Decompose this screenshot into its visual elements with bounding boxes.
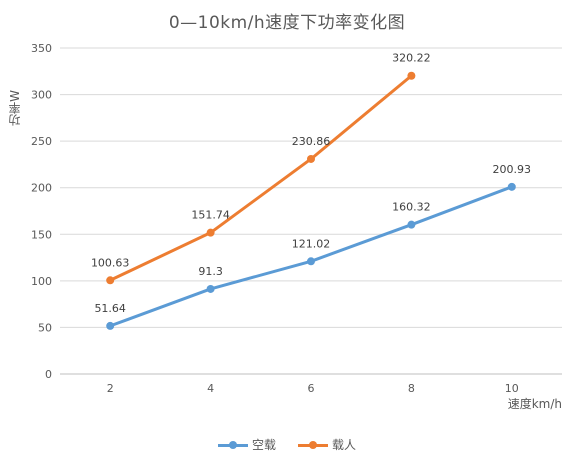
y-tick-label: 150 (31, 228, 52, 241)
y-tick-label: 350 (31, 42, 52, 55)
data-point (206, 284, 215, 293)
data-point (307, 154, 315, 163)
x-tick-label: 4 (207, 382, 214, 395)
x-tick-label: 2 (107, 382, 114, 395)
data-label: 51.64 (94, 302, 126, 315)
legend-label-empty-load: 空载 (251, 438, 276, 452)
data-label: 160.32 (392, 201, 431, 214)
y-tick-label: 50 (38, 321, 52, 334)
y-tick-label: 100 (31, 275, 52, 288)
data-point (206, 228, 215, 237)
data-label: 121.02 (292, 237, 331, 250)
y-tick-label: 0 (45, 368, 52, 381)
data-point (407, 220, 416, 229)
series-line-0 (108, 185, 514, 328)
x-tick-label: 6 (308, 382, 315, 395)
x-axis-label: 速度km/h (507, 397, 562, 411)
data-label: 200.93 (493, 163, 532, 176)
data-point (106, 321, 115, 330)
y-axis-label: 功率W (8, 90, 22, 126)
legend-swatch-loaded (298, 440, 328, 450)
data-label: 320.22 (392, 52, 431, 65)
chart-title: 0—10km/h速度下功率变化图 (168, 13, 406, 33)
data-point (106, 276, 115, 285)
data-label: 151.74 (191, 209, 230, 222)
y-tick-label: 200 (31, 182, 52, 195)
y-tick-label: 250 (31, 135, 52, 148)
data-point (407, 71, 416, 80)
legend-item-empty-load: 空载 (217, 436, 276, 453)
x-tick-label: 10 (505, 382, 519, 395)
legend-swatch-empty-load (217, 440, 248, 450)
y-tick-label: 300 (31, 89, 52, 102)
data-point (307, 257, 315, 266)
series-line-1 (108, 74, 413, 282)
data-point (507, 182, 516, 191)
legend-label-loaded: 载人 (332, 438, 357, 452)
legend-item-loaded: 载人 (298, 436, 356, 453)
data-label: 100.63 (91, 256, 130, 269)
legend: 空载 载人 (0, 436, 574, 453)
data-label: 91.3 (198, 265, 223, 278)
x-tick-label: 8 (408, 382, 415, 395)
data-label: 230.86 (292, 135, 331, 148)
